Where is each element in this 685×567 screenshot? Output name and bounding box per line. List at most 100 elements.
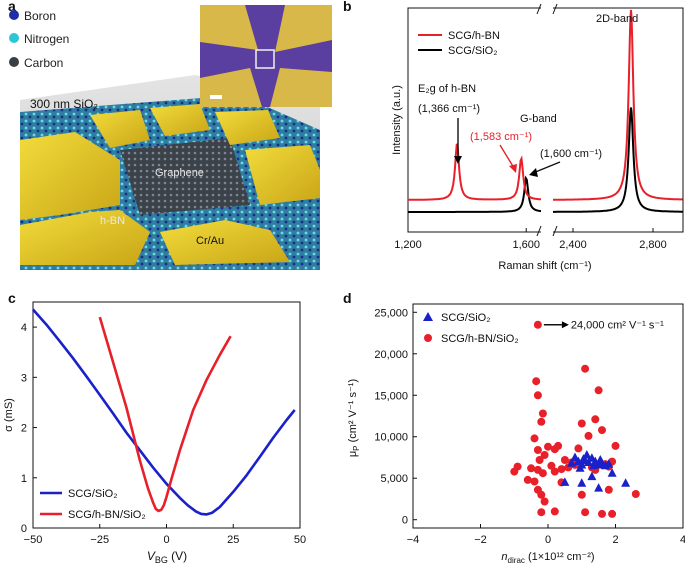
annotation-hbn-value: (1,366 cm⁻¹) <box>418 103 480 115</box>
mob-point-hbn <box>550 507 559 516</box>
mob-xlabel: ndirac (1×10¹² cm⁻²) <box>501 551 594 565</box>
axis-break-mark <box>536 225 542 237</box>
mob-point-hbn <box>530 434 539 443</box>
raman-xlabel: Raman shift (cm⁻¹) <box>498 260 591 272</box>
mob-point-outlier <box>533 320 542 329</box>
cond-xtick-label: 25 <box>227 534 239 546</box>
annotation-gband: G-band <box>520 113 557 125</box>
mob-annotation-text: 24,000 cm² V⁻¹ s⁻¹ <box>571 320 664 332</box>
inset-pad-bottom-right <box>270 68 332 107</box>
arrow-red <box>499 144 515 169</box>
mob-ytick-label: 10,000 <box>374 432 408 444</box>
mob-ytick-label: 25,000 <box>374 307 408 319</box>
cond-ytick-label: 0 <box>21 523 27 535</box>
legend-swatch <box>424 334 432 342</box>
mob-point-sio2 <box>577 478 587 487</box>
panel-label-b: b <box>343 0 352 14</box>
mob-point-hbn <box>557 465 566 474</box>
nitrogen-marker-icon <box>9 33 19 43</box>
arrow-black <box>532 161 561 174</box>
mob-point-hbn <box>550 467 559 476</box>
mob-point-sio2 <box>587 471 597 481</box>
mob-point-hbn <box>535 456 544 464</box>
mob-point-hbn <box>533 446 542 454</box>
mob-xtick-label: −2 <box>474 534 487 546</box>
mob-point-hbn <box>537 417 546 426</box>
cond-xtick-label: 50 <box>294 534 306 546</box>
raman-series-SCG/h-BN <box>408 9 683 201</box>
inset-pad-top-right <box>275 5 332 52</box>
gold-contact-bottom <box>160 220 290 265</box>
axis-break-mark <box>552 3 558 15</box>
mob-point-hbn <box>574 444 583 453</box>
inset-device-marker <box>255 49 275 69</box>
carbon-marker-icon <box>9 57 19 67</box>
graphene-label: Graphene <box>155 167 204 179</box>
raman-ylabel: Intensity (a.u.) <box>391 85 403 155</box>
contact-label: Cr/Au <box>196 235 224 247</box>
mob-point-hbn <box>591 415 600 424</box>
cond-xtick-label: 0 <box>163 534 169 546</box>
mob-point-hbn <box>538 469 547 478</box>
cond-ytick-label: 4 <box>21 322 27 334</box>
raman-legend-hbn: SCG/h-BN <box>448 30 500 42</box>
mob-ytick-label: 20,000 <box>374 349 408 361</box>
mob-ytick-label: 0 <box>402 515 408 527</box>
mob-point-hbn <box>540 497 549 506</box>
gold-contact-top-right <box>215 110 280 145</box>
mob-point-hbn <box>594 386 603 395</box>
mobility-chart: −4 −2 0 2 4 0 5,000 10,000 15,000 20,000 25,000 ndi… <box>347 303 685 565</box>
mob-point-sio2 <box>621 478 631 487</box>
mob-point-hbn <box>581 508 590 517</box>
panel-label-a: a <box>8 0 16 14</box>
arrowhead-black <box>529 168 538 177</box>
cond-xtick-label: −50 <box>24 534 43 546</box>
panel-label-c: c <box>8 290 16 306</box>
annotation-arrowhead <box>561 321 569 329</box>
axis-break-mark <box>552 225 558 237</box>
mob-point-hbn <box>544 442 552 451</box>
mob-legend-sio2: SCG/SiO₂ <box>441 312 491 324</box>
annotation-2d-band: 2D-band <box>596 13 638 25</box>
mob-point-sio2 <box>607 468 617 477</box>
annotation-hbn-peak: E₂g of h-BN <box>418 83 476 95</box>
mob-ylabel: μP (cm² V⁻¹ s⁻¹) <box>347 379 361 457</box>
mob-point-hbn <box>560 456 569 464</box>
cond-legend-hbn: SCG/h-BN/SiO₂ <box>68 509 146 521</box>
axis-break-gap <box>541 6 553 234</box>
mob-xtick-label: 4 <box>680 534 685 546</box>
mob-xtick-label: 0 <box>545 534 551 546</box>
device-schematic: Boron Nitrogen Carbon 300 nm SiO₂ Graphe… <box>9 5 332 270</box>
mob-point-hbn <box>527 464 536 473</box>
mob-point-sio2 <box>594 483 604 492</box>
raman-xtick-label: 2,800 <box>639 239 667 251</box>
cond-ylabel: σ (mS) <box>3 398 15 432</box>
mob-point-hbn <box>598 426 606 435</box>
mob-point-hbn <box>530 477 539 486</box>
cond-series <box>32 308 296 516</box>
raman-xtick-label: 2,400 <box>559 239 587 251</box>
mob-point-hbn <box>510 467 519 476</box>
cond-legend-sio2: SCG/SiO₂ <box>68 488 118 500</box>
mob-point-hbn <box>532 377 541 386</box>
hbn-label: h-BN <box>100 215 125 227</box>
mob-point-hbn <box>537 508 546 517</box>
inset-pad-top-left <box>200 5 258 50</box>
mob-point-hbn <box>577 490 586 499</box>
mob-point-sio2 <box>567 458 577 467</box>
arrowhead-hbn <box>454 156 462 164</box>
cond-ytick-label: 1 <box>21 473 27 485</box>
cond-ytick-label: 2 <box>21 423 27 435</box>
mob-point-sio2 <box>604 459 614 468</box>
gold-contact-top-mid <box>150 104 210 136</box>
mob-xtick-label: −4 <box>407 534 420 546</box>
mob-point-hbn <box>547 461 556 470</box>
gold-contact-left-top <box>20 132 120 220</box>
gold-contact-left-bottom <box>20 210 150 265</box>
mob-point-hbn <box>577 419 586 428</box>
conductivity-chart: −50 −25 0 25 50 0 1 2 3 4 VBG (V) σ (mS) SCG/SiO₂ SCG… <box>3 301 306 565</box>
substrate-label: 300 nm SiO₂ <box>30 97 98 111</box>
axis-break-mark <box>536 3 542 15</box>
mob-ytick-label: 5,000 <box>380 473 408 485</box>
